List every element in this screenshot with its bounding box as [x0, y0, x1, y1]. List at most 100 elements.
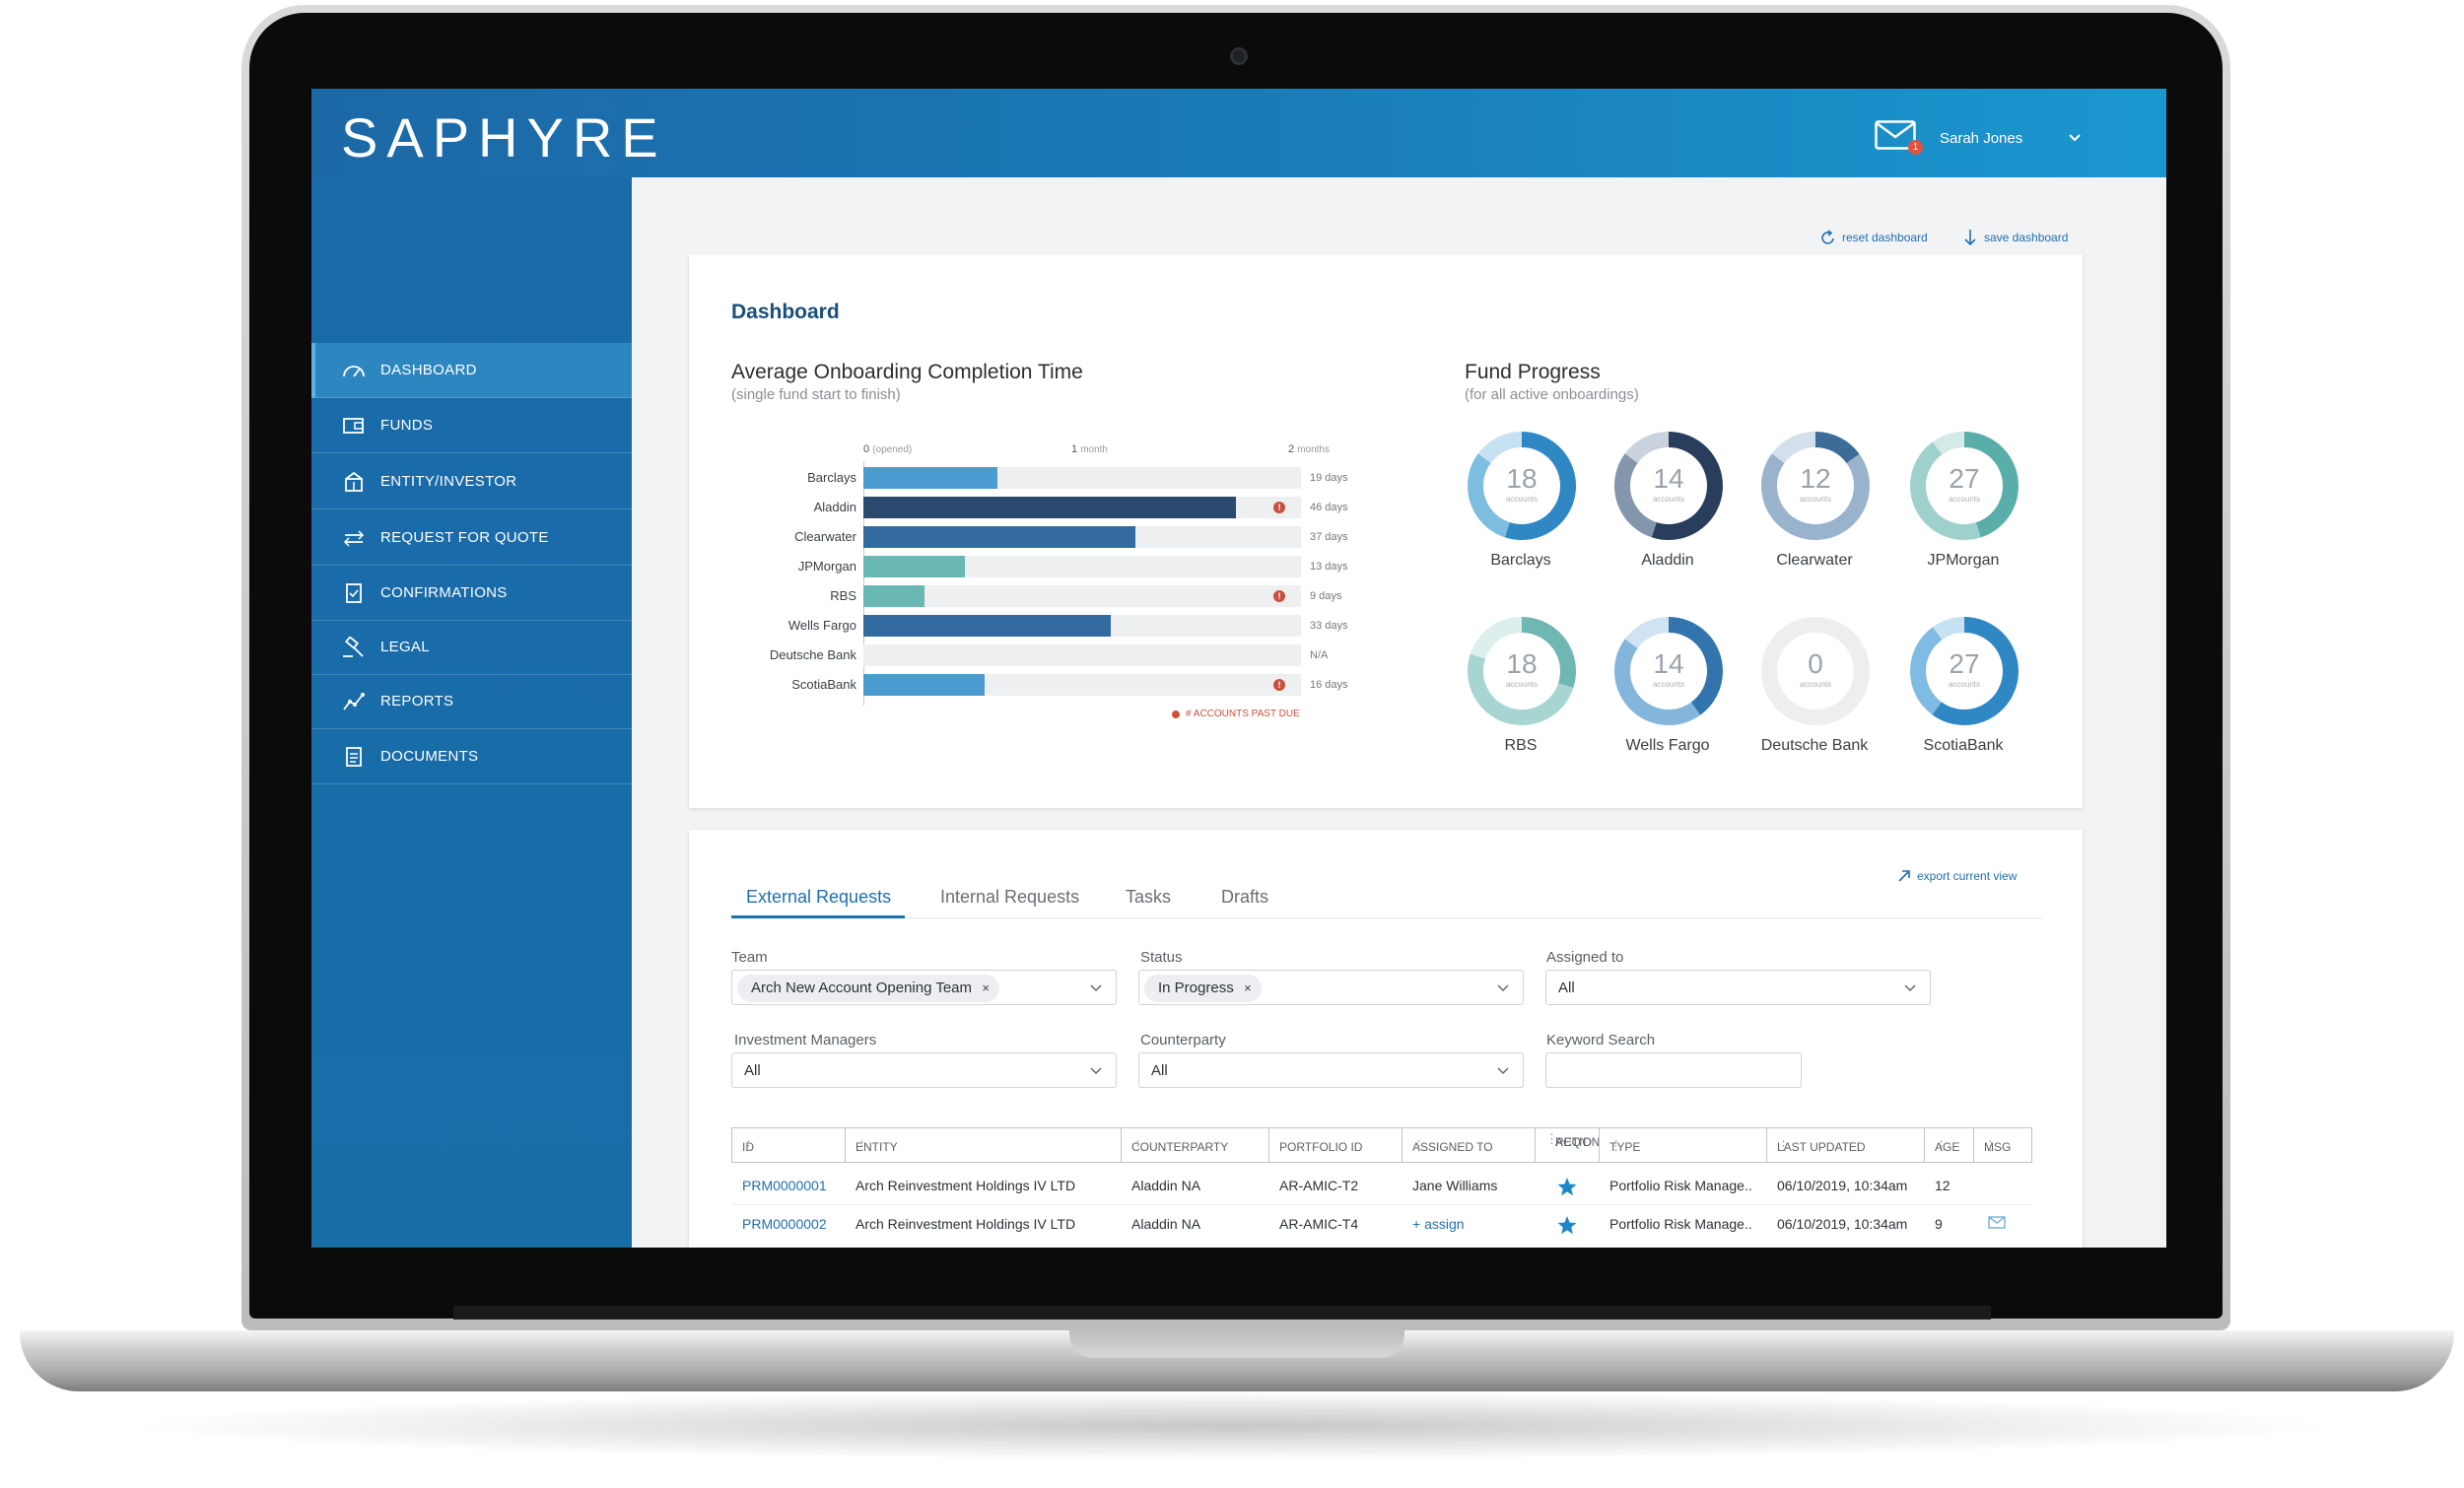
past-due-legend-dot	[1172, 710, 1180, 718]
status-chip: In Progress ×	[1144, 975, 1262, 1002]
tab-external-requests[interactable]: External Requests	[746, 887, 892, 907]
tab-tasks[interactable]: Tasks	[1126, 887, 1172, 907]
reset-dashboard-button[interactable]: reset dashboard	[1820, 229, 1928, 246]
assign-link[interactable]: + assign	[1412, 1216, 1465, 1232]
swap-arrows-icon	[343, 529, 365, 547]
bar-value-label: 37 days	[1310, 531, 1348, 543]
bar-scotiabank[interactable]	[863, 674, 985, 696]
bar-label: Wells Fargo	[787, 618, 856, 633]
counterparty-select[interactable]: All	[1138, 1052, 1524, 1088]
onboarding-chart-title: Average Onboarding Completion Time	[731, 361, 1083, 383]
fund-donut-wells-fargo[interactable]: 14 accounts Wells Fargo	[1608, 617, 1727, 775]
column-header-assigned-to[interactable]: ASSIGNED TO ⋮	[1402, 1127, 1536, 1163]
user-name[interactable]: Sarah Jones	[1940, 130, 2023, 147]
bar-clearwater[interactable]	[863, 526, 1135, 548]
fund-progress-title: Fund Progress	[1465, 361, 1601, 383]
envelope-icon[interactable]	[1988, 1216, 2006, 1229]
request-id-link[interactable]: PRM0000001	[742, 1178, 827, 1193]
bar-rbs[interactable]	[863, 585, 924, 607]
past-due-alert-icon[interactable]: !	[1273, 679, 1285, 691]
save-dashboard-button[interactable]: save dashboard	[1962, 229, 2068, 246]
sidebar-item-entity-investor[interactable]: ENTITY/INVESTOR	[311, 454, 632, 509]
sidebar: DASHBOARD FUNDS ENTITY/INVESTOR	[311, 177, 632, 1248]
age-cell: 9	[1935, 1216, 1943, 1232]
donut-ring	[1761, 617, 1870, 725]
donut-unit: accounts	[1505, 495, 1539, 504]
column-header-msg[interactable]: MSG ⋮	[1973, 1127, 2032, 1163]
bar-barclays[interactable]	[863, 467, 997, 489]
donut-ring	[1468, 432, 1576, 540]
fund-donut-rbs[interactable]: 18 accounts RBS	[1462, 617, 1580, 775]
status-select[interactable]: In Progress ×	[1138, 970, 1524, 1005]
bar-label: Deutsche Bank	[769, 647, 856, 662]
app-screen: SAPHYRE 1 Sarah Jones DASHBOARD	[311, 89, 2166, 1248]
donut-count: 18	[1506, 463, 1538, 494]
fund-donut-jpmorgan[interactable]: 27 accounts JPMorgan	[1904, 432, 2022, 589]
column-header-counterparty[interactable]: COUNTERPARTY ⋮	[1121, 1127, 1269, 1163]
fund-donut-aladdin[interactable]: 14 accounts Aladdin	[1608, 432, 1727, 589]
past-due-alert-icon[interactable]: !	[1273, 590, 1285, 602]
donut-unit: accounts	[1948, 680, 1981, 689]
team-chip-label: Arch New Account Opening Team	[751, 980, 973, 996]
bar-jpmorgan[interactable]	[863, 556, 965, 577]
sidebar-item-documents[interactable]: DOCUMENTS	[311, 729, 632, 784]
donut-ring	[1910, 432, 2019, 540]
download-arrow-icon	[1964, 230, 1976, 246]
donut-label: Deutsche Bank	[1760, 737, 1869, 754]
export-current-view-link[interactable]: export current view	[1897, 869, 2017, 883]
chevron-down-icon[interactable]	[2068, 132, 2082, 144]
sidebar-item-request-for-quote[interactable]: REQUEST FOR QUOTE	[311, 510, 632, 566]
chart-axis-line	[863, 461, 864, 706]
sidebar-item-label: DOCUMENTS	[380, 748, 479, 765]
investment-managers-select[interactable]: All	[731, 1052, 1117, 1088]
tab-internal-requests[interactable]: Internal Requests	[940, 887, 1080, 907]
donut-label: ScotiaBank	[1923, 737, 2004, 754]
donut-segment	[1468, 432, 1576, 540]
fund-donut-scotiabank[interactable]: 27 accounts ScotiaBank	[1904, 617, 2022, 775]
fund-donut-barclays[interactable]: 18 accounts Barclays	[1462, 432, 1580, 589]
portfolio-cell: AR-AMIC-T4	[1279, 1216, 1359, 1232]
column-header-entity[interactable]: ENTITY ⋮	[845, 1127, 1122, 1163]
onboarding-chart-subtitle: (single fund start to finish)	[731, 386, 901, 403]
keyword-search-input[interactable]	[1545, 1052, 1802, 1088]
column-header-last-updated[interactable]: LAST UPDATED ⋮	[1766, 1127, 1925, 1163]
column-header-portfolio-id[interactable]: PORTFOLIO ID	[1268, 1127, 1403, 1163]
sidebar-item-dashboard[interactable]: DASHBOARD	[311, 343, 632, 398]
star-icon[interactable]	[1557, 1178, 1577, 1196]
bar-track	[863, 644, 1301, 666]
donut-label: RBS	[1504, 737, 1538, 754]
sidebar-item-reports[interactable]: REPORTS	[311, 674, 632, 729]
sidebar-item-funds[interactable]: FUNDS	[311, 398, 632, 453]
bar-wells-fargo[interactable]	[863, 615, 1111, 637]
assigned-to-select[interactable]: All	[1545, 970, 1931, 1005]
remove-chip-icon[interactable]: ×	[982, 981, 991, 995]
chevron-down-icon	[1090, 1067, 1102, 1075]
tab-drafts[interactable]: Drafts	[1221, 887, 1269, 907]
status-label: Status	[1140, 949, 1183, 966]
fund-donut-clearwater[interactable]: 12 accounts Clearwater	[1755, 432, 1874, 589]
request-id-link[interactable]: PRM0000002	[742, 1216, 827, 1232]
checked-document-icon	[346, 582, 362, 603]
donut-unit: accounts	[1505, 680, 1539, 689]
active-tab-indicator	[731, 915, 905, 918]
sidebar-item-legal[interactable]: LEGAL	[311, 620, 632, 675]
sidebar-item-confirmations[interactable]: CONFIRMATIONS	[311, 566, 632, 621]
star-icon[interactable]	[1557, 1216, 1577, 1235]
column-header-id[interactable]: ID ⋮	[731, 1127, 846, 1163]
column-header-action-reqd[interactable]: ACTION REQ'D ⋮	[1535, 1127, 1600, 1163]
sidebar-item-label: CONFIRMATIONS	[380, 584, 508, 601]
donut-unit: accounts	[1948, 495, 1981, 504]
donut-label: Wells Fargo	[1625, 737, 1710, 754]
column-header-age[interactable]: AGE ⋮	[1924, 1127, 1974, 1163]
past-due-alert-icon[interactable]: !	[1273, 502, 1285, 513]
bar-aladdin[interactable]	[863, 497, 1236, 518]
mail-icon[interactable]	[1875, 120, 1916, 150]
fund-donut-deutsche-bank[interactable]: 0 accounts Deutsche Bank	[1755, 617, 1874, 775]
column-header-type[interactable]: TYPE ⋮	[1599, 1127, 1767, 1163]
donut-ring	[1614, 617, 1723, 725]
app-logo[interactable]: SAPHYRE	[341, 106, 667, 169]
remove-chip-icon[interactable]: ×	[1244, 981, 1252, 995]
export-label: export current view	[1917, 869, 2018, 883]
donut-ring	[1614, 432, 1723, 540]
team-select[interactable]: Arch New Account Opening Team ×	[731, 970, 1117, 1005]
